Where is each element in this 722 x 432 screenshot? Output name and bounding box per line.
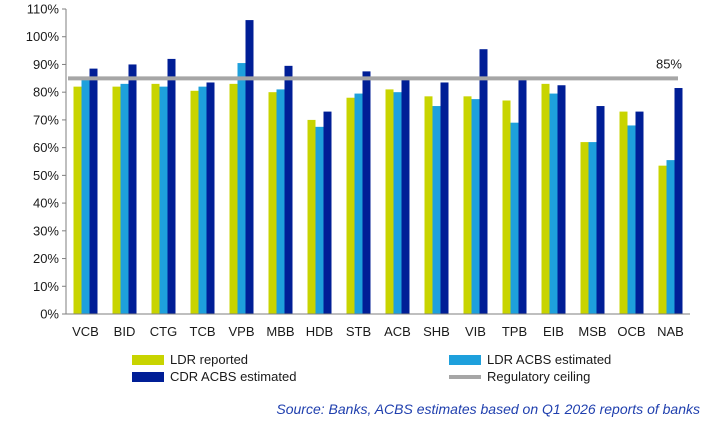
bar-cdr-acbs-estimated-hdb: [323, 111, 332, 314]
x-tick-label-bid: BID: [114, 324, 136, 339]
bar-cdr-acbs-estimated-vcb: [89, 68, 98, 314]
legend-swatch-ldr-acbs: [449, 354, 481, 365]
bar-ldr-reported-ctg: [151, 83, 160, 314]
y-tick-label: 70%: [33, 112, 59, 127]
bar-ldr-acbs-estimated-mbb: [276, 89, 285, 314]
bar-ldr-reported-mbb: [268, 92, 277, 314]
y-tick-label: 50%: [33, 168, 59, 183]
bar-ldr-acbs-estimated-ocb: [627, 125, 636, 314]
bar-ldr-reported-eib: [541, 83, 550, 314]
bar-ldr-reported-bid: [112, 86, 121, 315]
source-note: Source: Banks, ACBS estimates based on Q…: [276, 401, 700, 417]
y-tick-label: 20%: [33, 251, 59, 266]
bar-cdr-acbs-estimated-ctg: [167, 58, 176, 315]
bar-cdr-acbs-estimated-shb: [440, 82, 449, 315]
bar-ldr-acbs-estimated-bid: [120, 83, 129, 314]
legend-ceiling: Regulatory ceiling: [449, 369, 590, 384]
y-tick-label: 110%: [27, 2, 60, 17]
y-axis: 0% 10% 20% 30% 40% 50% 60% 70% 80% 90% 100% 110%: [26, 2, 67, 322]
x-tick-label-ocb: OCB: [617, 324, 645, 339]
bar-ldr-reported-tpb: [502, 100, 511, 314]
bar-ldr-reported-ocb: [619, 111, 628, 314]
legend-cdr-acbs: CDR ACBS estimated: [132, 369, 296, 384]
x-tick-label-vib: VIB: [465, 324, 486, 339]
bar-ldr-acbs-estimated-tcb: [198, 86, 207, 315]
bar-ldr-acbs-estimated-shb: [432, 106, 441, 314]
y-tick-label: 80%: [33, 85, 59, 100]
bar-cdr-acbs-estimated-vib: [479, 49, 488, 315]
x-tick-label-tpb: TPB: [502, 324, 527, 339]
x-tick-label-nab: NAB: [657, 324, 684, 339]
bar-ldr-reported-shb: [424, 96, 433, 314]
bar-cdr-acbs-estimated-bid: [128, 64, 137, 314]
bar-ldr-reported-hdb: [307, 119, 316, 314]
bar-cdr-acbs-estimated-vpb: [245, 20, 254, 314]
bar-ldr-acbs-estimated-stb: [354, 93, 363, 315]
bar-ldr-reported-acb: [385, 89, 394, 314]
bar-cdr-acbs-estimated-tpb: [518, 79, 527, 314]
bar-ldr-reported-tcb: [190, 90, 199, 314]
x-tick-label-vpb: VPB: [228, 324, 254, 339]
y-tick-label: 100%: [26, 29, 60, 44]
x-tick-label-eib: EIB: [543, 324, 564, 339]
x-tick-label-msb: MSB: [578, 324, 606, 339]
bar-ldr-acbs-estimated-eib: [549, 93, 558, 315]
x-axis: VCB BID CTG TCB VPB MBB HDB STB ACB SHB VIB TPB EIB M…: [66, 313, 690, 339]
bar-cdr-acbs-estimated-stb: [362, 71, 371, 315]
bar-ldr-reported-msb: [580, 142, 589, 314]
bar-ldr-reported-nab: [658, 165, 667, 314]
x-tick-label-stb: STB: [346, 324, 371, 339]
bar-cdr-acbs-estimated-mbb: [284, 65, 293, 314]
bar-series: [73, 20, 683, 315]
legend-label-ldr-reported: LDR reported: [170, 352, 249, 367]
legend-swatch-ceiling: [449, 374, 481, 379]
bar-ldr-reported-vcb: [73, 86, 82, 315]
legend-swatch-cdr-acbs: [132, 371, 164, 382]
bar-cdr-acbs-estimated-acb: [401, 79, 410, 314]
bar-ldr-acbs-estimated-hdb: [315, 126, 324, 314]
legend-ldr-reported: LDR reported: [132, 352, 248, 367]
x-tick-label-vcb: VCB: [72, 324, 99, 339]
bar-ldr-reported-vib: [463, 96, 472, 314]
bar-ldr-acbs-estimated-vpb: [237, 63, 246, 315]
x-tick-label-mbb: MBB: [266, 324, 294, 339]
bar-ldr-acbs-estimated-vib: [471, 99, 480, 314]
y-tick-label: 90%: [33, 57, 59, 72]
legend-label-cdr-acbs: CDR ACBS estimated: [170, 369, 297, 384]
bar-ldr-reported-stb: [346, 97, 355, 315]
bar-cdr-acbs-estimated-nab: [674, 88, 683, 314]
x-tick-label-ctg: CTG: [150, 324, 177, 339]
bar-cdr-acbs-estimated-eib: [557, 85, 566, 314]
x-tick-label-hdb: HDB: [306, 324, 333, 339]
bar-cdr-acbs-estimated-ocb: [635, 111, 644, 314]
bar-cdr-acbs-estimated-tcb: [206, 82, 215, 315]
legend-ldr-acbs: LDR ACBS estimated: [449, 352, 611, 367]
legend-label-ldr-acbs: LDR ACBS estimated: [487, 352, 612, 367]
x-tick-label-tcb: TCB: [190, 324, 216, 339]
bar-cdr-acbs-estimated-msb: [596, 106, 605, 314]
bar-ldr-acbs-estimated-vcb: [81, 79, 90, 314]
bar-ldr-reported-vpb: [229, 83, 238, 314]
bar-ldr-acbs-estimated-nab: [666, 160, 675, 314]
legend-swatch-ldr-reported: [132, 354, 164, 365]
y-tick-label: 10%: [33, 279, 59, 294]
y-tick-label: 30%: [33, 223, 59, 238]
bar-ldr-acbs-estimated-acb: [393, 92, 402, 314]
x-tick-label-acb: ACB: [384, 324, 411, 339]
bar-ldr-acbs-estimated-tpb: [510, 122, 519, 314]
ceiling-label: 85%: [656, 56, 682, 71]
bar-ldr-acbs-estimated-ctg: [159, 86, 168, 315]
legend-label-ceiling: Regulatory ceiling: [487, 369, 591, 384]
regulatory-ceiling-line: 85%: [68, 56, 682, 81]
y-tick-label: 0%: [40, 307, 59, 322]
y-tick-label: 60%: [33, 140, 59, 155]
bar-chart: 0% 10% 20% 30% 40% 50% 60% 70% 80% 90% 100% 110% 85…: [26, 2, 690, 339]
bar-ldr-acbs-estimated-msb: [588, 142, 597, 314]
y-tick-label: 40%: [33, 196, 59, 211]
x-tick-label-shb: SHB: [423, 324, 450, 339]
